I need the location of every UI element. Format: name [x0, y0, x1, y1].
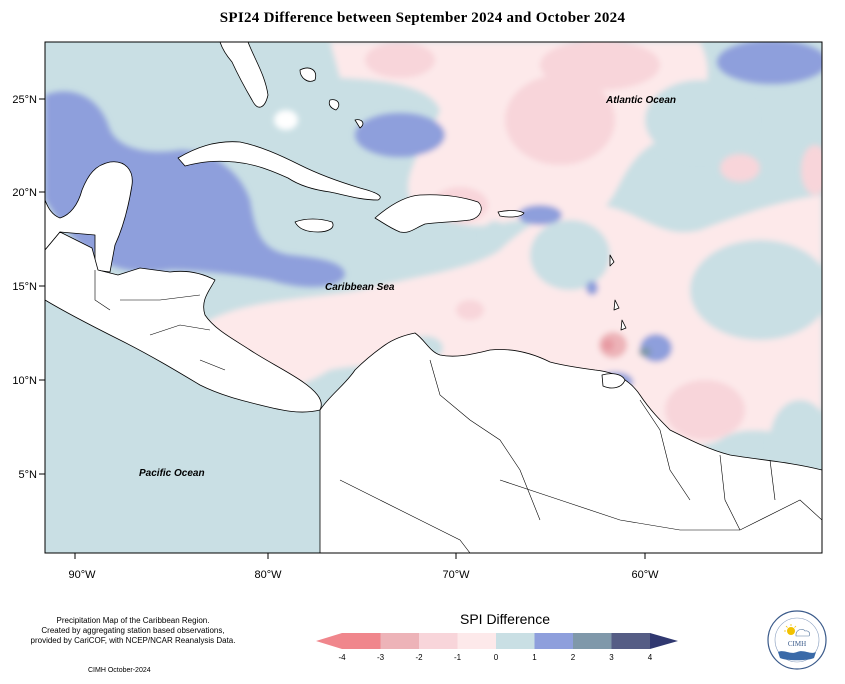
land-lesser-antilles-3 [620, 319, 627, 331]
field-slate-tobago-core [639, 347, 651, 357]
legend-tick-label: -2 [415, 653, 423, 662]
land-trinidad [601, 373, 626, 389]
pacific-ocean-label: Pacific Ocean [139, 468, 205, 479]
caption-line: Created by aggregating station based obs… [41, 626, 225, 635]
border-costa-rica [199, 359, 226, 371]
border-brazil [499, 479, 822, 531]
map-title: SPI24 Difference between September 2024 … [219, 10, 626, 26]
land-jamaica [294, 218, 334, 233]
legend-swatch [496, 633, 535, 649]
field-pink-bahamas [274, 110, 298, 130]
land-bahamas-3 [354, 119, 364, 129]
field-pink-atlantic-3 [540, 42, 660, 90]
land-mexico-yucatan [45, 161, 133, 273]
field-pink-atlantic-2 [365, 42, 435, 78]
field-pink-east [665, 380, 745, 440]
border-venezuela-guyana [639, 399, 691, 501]
lat-tick-label: 10°N [12, 375, 37, 387]
border-guyana-suriname [719, 454, 741, 531]
axis-ticks [39, 98, 646, 559]
border-nicaragua [149, 324, 211, 336]
land-lesser-antilles-2 [613, 299, 620, 311]
border-colombia-venezuela [429, 359, 541, 521]
lon-tick-label: 60°W [631, 569, 659, 581]
land-bahamas-1 [299, 67, 317, 82]
credit-text: CIMH October-2024 [88, 667, 151, 674]
legend-colorbar [316, 633, 678, 649]
caribbean-sea-label: Caribbean Sea [325, 282, 395, 293]
caption-line: provided by CariCOF, with NCEP/NCAR Rean… [30, 636, 236, 645]
field-blue-gulf-of-mexico [45, 91, 345, 287]
legend-swatch [419, 633, 458, 649]
land-cuba [177, 141, 381, 201]
legend-tick-label: 2 [571, 653, 576, 662]
border-peru [339, 479, 471, 553]
field-blue-atlantic-ne [717, 42, 822, 84]
field-red-grenada-core [602, 339, 614, 351]
logo-text: CIMH [788, 640, 806, 648]
country-borders [94, 270, 822, 553]
legend-under-arrow [316, 633, 342, 649]
legend-title: SPI Difference [459, 611, 550, 627]
lon-tick-label: 80°W [254, 569, 282, 581]
legend-tick-label: 0 [494, 653, 499, 662]
field-blue-northeast [690, 240, 822, 340]
atlantic-ocean-label: Atlantic Ocean [605, 95, 676, 106]
legend-tick-label: 4 [648, 653, 653, 662]
legend-tick-label: -3 [377, 653, 385, 662]
field-blue-guadeloupe [586, 281, 598, 295]
caption-line: Precipitation Map of the Caribbean Regio… [56, 616, 210, 625]
cimh-logo: CIMH [767, 610, 827, 670]
field-blue-virgin-islands [518, 205, 562, 225]
field-blue-bahamas [355, 113, 445, 157]
field-pink-atlantic-5 [801, 145, 822, 195]
border-honduras [120, 294, 201, 301]
land-puerto-rico [497, 210, 525, 218]
lat-tick-label: 5°N [19, 469, 38, 481]
legend-swatch [342, 633, 381, 649]
field-pink-venezuela [456, 300, 484, 320]
land-south-america [319, 332, 822, 553]
legend-ticks: -4 -3 -2 -1 0 1 2 3 4 [338, 653, 652, 662]
legend-tick-label: 1 [532, 653, 537, 662]
field-pink-atlantic-1 [505, 75, 615, 165]
legend-swatch [573, 633, 612, 649]
legend-swatch [611, 633, 650, 649]
map-caption: Precipitation Map of the Caribbean Regio… [18, 616, 248, 646]
lat-tick-label: 25°N [12, 94, 37, 106]
land-bahamas-2 [328, 99, 340, 111]
field-blue-atlantic-mid [645, 80, 755, 160]
lat-tick-label: 20°N [12, 187, 37, 199]
lat-tick-label: 15°N [12, 281, 37, 293]
field-blue-leewards [530, 220, 610, 290]
field-blue-southeast [770, 400, 822, 480]
land-florida [219, 42, 269, 108]
legend-tick-label: -4 [338, 653, 346, 662]
border-guatemala [94, 270, 111, 311]
land-central-america [45, 231, 322, 413]
land-hispaniola [374, 194, 482, 233]
map-frame [44, 41, 823, 554]
lon-tick-label: 90°W [68, 569, 96, 581]
legend-tick-label: -1 [454, 653, 462, 662]
field-pink-central-caribbean [193, 195, 822, 447]
legend-swatch [457, 633, 496, 649]
land-lesser-antilles-1 [609, 254, 615, 267]
legend-swatch [380, 633, 419, 649]
field-pink-atlantic-4 [720, 154, 760, 182]
legend-over-arrow [650, 633, 678, 649]
field-blue-puerto-rico [483, 221, 507, 249]
legend-swatch [534, 633, 573, 649]
lon-tick-label: 70°W [442, 569, 470, 581]
legend-tick-label: 3 [609, 653, 614, 662]
border-suriname-guiana [769, 459, 776, 501]
land-masses [45, 42, 822, 553]
